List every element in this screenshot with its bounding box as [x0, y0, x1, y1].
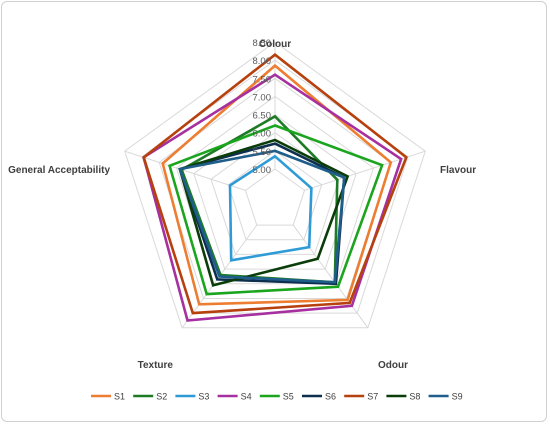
radar-grid	[124, 41, 426, 329]
tick-label: 6.00	[253, 129, 272, 140]
grid-spoke	[292, 224, 369, 329]
legend-label-s8: S8	[409, 392, 420, 402]
legend-label-s2: S2	[156, 392, 167, 402]
series-s9	[178, 149, 346, 284]
tick-label: 5.00	[253, 165, 272, 176]
series-s1	[161, 63, 393, 306]
series-s7	[142, 53, 408, 315]
radial-tick-labels: 5.00 5.50 6.00 6.50 7.00 7.50 8.00 8.50	[253, 38, 272, 176]
legend-label-s4: S4	[241, 392, 252, 402]
series-s5	[168, 124, 384, 296]
radar-series	[142, 53, 408, 322]
legend-label-s7: S7	[367, 392, 378, 402]
series-s3	[228, 154, 313, 262]
legend-label-s9: S9	[452, 392, 463, 402]
grid-ring	[227, 150, 323, 241]
tick-label: 7.50	[253, 74, 272, 85]
legend-label-s1: S1	[114, 392, 125, 402]
grid-ring	[124, 41, 426, 329]
axis-labels: Colour Flavour Odour Texture General Accepta…	[8, 39, 476, 371]
tick-label: 6.50	[253, 111, 272, 122]
tick-label: 7.00	[253, 92, 272, 103]
legend-label-s6: S6	[325, 392, 336, 402]
tick-label: 5.50	[253, 147, 272, 158]
axis-label-odour: Odour	[378, 360, 408, 371]
legend-label-s5: S5	[283, 392, 294, 402]
axis-label-texture: Texture	[138, 360, 174, 371]
legend-label-s3: S3	[198, 392, 209, 402]
grid-ring	[244, 168, 306, 226]
axis-label-general-acceptability: General Acceptability	[8, 165, 110, 176]
axis-label-colour: Colour	[259, 39, 291, 50]
legend: S1 S2 S3 S4 S5 S6 S7 S8 S9	[91, 392, 463, 402]
series-s4	[142, 73, 403, 322]
series-s8	[178, 138, 350, 287]
axis-label-flavour: Flavour	[440, 165, 476, 176]
tick-label: 8.50	[253, 38, 272, 49]
tick-label: 8.00	[253, 56, 272, 67]
